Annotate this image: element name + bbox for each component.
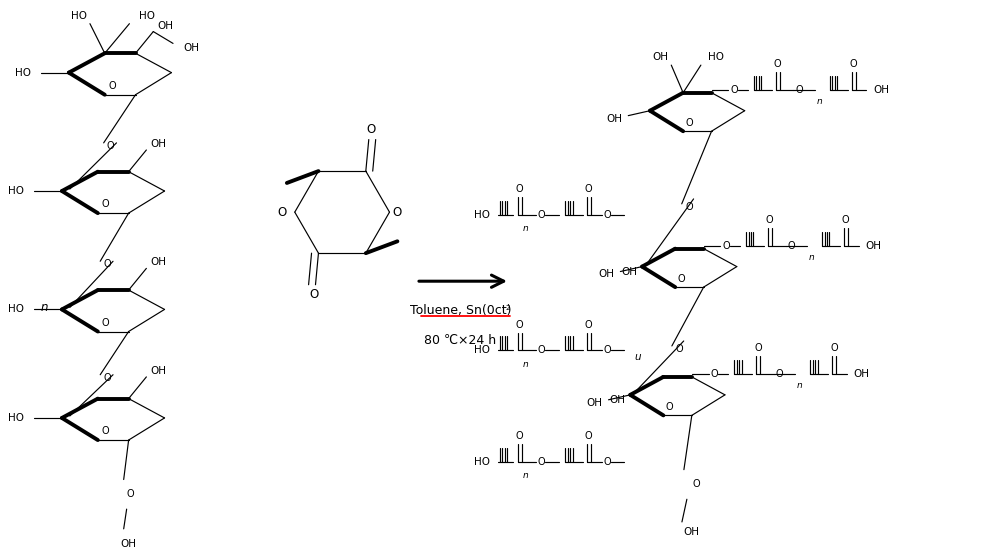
- Text: O: O: [103, 373, 111, 383]
- Text: HO: HO: [15, 67, 31, 78]
- Text: O: O: [585, 185, 593, 195]
- Text: OH: OH: [150, 139, 166, 149]
- Text: n: n: [523, 359, 529, 369]
- Text: O: O: [666, 402, 674, 413]
- Text: n: n: [816, 97, 822, 106]
- Text: OH: OH: [587, 398, 603, 408]
- Text: u: u: [635, 352, 641, 362]
- Text: O: O: [102, 199, 109, 209]
- Text: n: n: [523, 224, 529, 233]
- Text: OH: OH: [873, 85, 889, 95]
- Text: OH: OH: [157, 21, 173, 31]
- Text: O: O: [107, 141, 114, 151]
- Text: Toluene, Sn(0ct): Toluene, Sn(0ct): [410, 304, 511, 317]
- Text: OH: OH: [684, 527, 700, 537]
- Text: O: O: [516, 185, 524, 195]
- Text: HO: HO: [139, 11, 155, 21]
- Text: OH: OH: [183, 43, 199, 53]
- Text: O: O: [723, 241, 730, 250]
- Text: O: O: [604, 210, 611, 220]
- Text: n: n: [796, 381, 802, 390]
- Text: O: O: [730, 85, 738, 95]
- Text: O: O: [754, 343, 762, 353]
- Text: O: O: [102, 426, 109, 436]
- Text: O: O: [309, 288, 318, 301]
- Text: O: O: [516, 431, 524, 441]
- Text: HO: HO: [8, 186, 24, 196]
- Text: HO: HO: [8, 413, 24, 423]
- Text: HO: HO: [71, 11, 87, 21]
- Text: OH: OH: [150, 366, 166, 376]
- Text: O: O: [686, 202, 693, 212]
- Text: O: O: [774, 59, 781, 69]
- Text: HO: HO: [474, 345, 490, 355]
- Text: OH: OH: [121, 539, 137, 548]
- Text: n: n: [523, 471, 529, 480]
- Text: O: O: [366, 123, 375, 136]
- Text: O: O: [585, 319, 593, 329]
- Text: O: O: [393, 206, 402, 219]
- Text: OH: OH: [865, 241, 881, 250]
- Text: $_2$: $_2$: [505, 303, 511, 313]
- Text: O: O: [842, 215, 850, 225]
- Text: OH: OH: [621, 266, 637, 277]
- Text: OH: OH: [854, 369, 870, 379]
- Text: HO: HO: [474, 456, 490, 467]
- Text: HO: HO: [474, 210, 490, 220]
- Text: OH: OH: [598, 270, 614, 279]
- Text: O: O: [108, 81, 116, 91]
- Text: OH: OH: [150, 258, 166, 267]
- Text: O: O: [766, 215, 774, 225]
- Text: O: O: [604, 456, 611, 467]
- Text: OH: OH: [606, 113, 622, 124]
- Text: O: O: [686, 118, 693, 128]
- Text: O: O: [796, 85, 803, 95]
- Text: O: O: [102, 318, 109, 328]
- Text: O: O: [604, 345, 611, 355]
- Text: O: O: [678, 274, 685, 284]
- Text: O: O: [776, 369, 783, 379]
- Text: n: n: [40, 301, 48, 315]
- Text: O: O: [711, 369, 718, 379]
- Text: O: O: [516, 319, 524, 329]
- Text: 80 ℃×24 h: 80 ℃×24 h: [424, 334, 497, 347]
- Text: HO: HO: [708, 52, 724, 62]
- Text: OH: OH: [652, 52, 668, 62]
- Text: O: O: [585, 431, 593, 441]
- Text: OH: OH: [609, 395, 625, 405]
- Text: O: O: [850, 59, 857, 69]
- Text: HO: HO: [8, 305, 24, 315]
- Text: O: O: [676, 344, 684, 354]
- Text: O: O: [538, 345, 545, 355]
- Text: n: n: [808, 253, 814, 262]
- Text: O: O: [788, 241, 795, 250]
- Text: O: O: [693, 480, 701, 489]
- Text: O: O: [103, 259, 111, 269]
- Text: O: O: [830, 343, 838, 353]
- Text: O: O: [278, 206, 287, 219]
- Text: O: O: [538, 210, 545, 220]
- Text: O: O: [538, 456, 545, 467]
- Text: O: O: [127, 489, 134, 499]
